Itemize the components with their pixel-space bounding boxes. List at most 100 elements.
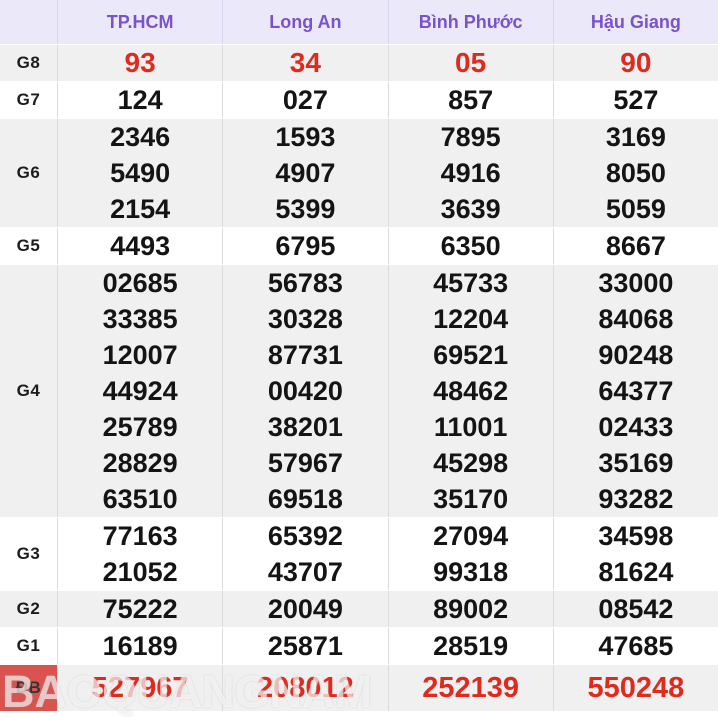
prize-cell-g4-col2: 56783 30328 87731 00420 38201 57967 69518 (222, 265, 387, 517)
number-value: 84068 (598, 304, 674, 334)
number-value: 12007 (102, 340, 178, 370)
prize-cell-g1-col1: 16189 (57, 628, 222, 664)
prize-row-g4: G4 02685 33385 12007 44924 25789 28829 63510 567… (0, 264, 718, 517)
number-value: 69521 (433, 340, 509, 370)
prize-cell-g6-col4: 3169 8050 5059 (552, 119, 718, 227)
number-value: 6350 (440, 231, 501, 261)
number-value: 4916 (440, 158, 501, 188)
prize-cell-db-col1: 527967 (57, 665, 222, 711)
number-value: 44924 (102, 376, 178, 406)
number-value: 90248 (598, 340, 674, 370)
number-value: 48462 (433, 376, 509, 406)
number-value: 38201 (267, 412, 343, 442)
number-value: 5399 (275, 194, 336, 224)
prize-label-g5: G5 (16, 236, 41, 255)
prize-cell-g7-col1: 124 (57, 82, 222, 118)
number-value: 527967 (91, 672, 189, 704)
prize-cell-db-col2: 208012 (222, 665, 387, 711)
number-value: 16189 (102, 631, 178, 661)
number-value: 75222 (102, 594, 178, 624)
number-value: 7895 (440, 122, 501, 152)
number-value: 3169 (605, 122, 666, 152)
prize-row-db: ĐB 527967 208012 252139 550248 (0, 664, 718, 711)
column-header-hau-giang: Hậu Giang (552, 0, 718, 44)
prize-cell-db-col4: 550248 (552, 665, 718, 711)
number-value: 208012 (256, 672, 354, 704)
prize-cell-g6-col2: 1593 4907 5399 (222, 119, 387, 227)
prize-cell-g8-col1: 93 (57, 45, 222, 81)
number-value: 6795 (275, 231, 336, 261)
prize-cell-g3-col1: 77163 21052 (57, 518, 222, 590)
prize-cell-g5-col3: 6350 (387, 228, 553, 264)
prize-cell-g4-col4: 33000 84068 90248 64377 02433 35169 93282 (552, 265, 718, 517)
number-value: 8667 (605, 231, 666, 261)
number-value: 81624 (598, 557, 674, 587)
prize-label-g7: G7 (16, 90, 41, 109)
corner-cell (0, 0, 57, 44)
number-value: 2346 (110, 122, 171, 152)
number-value: 28829 (102, 448, 178, 478)
prize-label-db: ĐB (0, 665, 57, 711)
number-value: 25789 (102, 412, 178, 442)
prize-cell-g7-col3: 857 (387, 82, 553, 118)
prize-label-g6: G6 (16, 163, 41, 182)
number-value: 34598 (598, 521, 674, 551)
prize-cell-g4-col3: 45733 12204 69521 48462 11001 45298 35170 (387, 265, 553, 517)
column-header-long-an: Long An (222, 0, 387, 44)
number-value: 25871 (267, 631, 343, 661)
prize-row-g3: G3 77163 21052 65392 43707 27094 99318 34598 816… (0, 517, 718, 590)
number-value: 35170 (433, 484, 509, 514)
prize-cell-g2-col3: 89002 (387, 591, 553, 627)
prize-cell-g8-col2: 34 (222, 45, 387, 81)
prize-cell-g3-col3: 27094 99318 (387, 518, 553, 590)
number-value: 34 (289, 47, 321, 78)
number-value: 63510 (102, 484, 178, 514)
number-value: 93 (124, 47, 156, 78)
prize-cell-g2-col2: 20049 (222, 591, 387, 627)
number-value: 12204 (433, 304, 509, 334)
number-value: 00420 (267, 376, 343, 406)
number-value: 57967 (267, 448, 343, 478)
prize-cell-g3-col4: 34598 81624 (552, 518, 718, 590)
column-header-binh-phuoc: Bình Phước (387, 0, 553, 44)
prize-cell-g6-col1: 2346 5490 2154 (57, 119, 222, 227)
number-value: 64377 (598, 376, 674, 406)
number-value: 47685 (598, 631, 674, 661)
number-value: 43707 (267, 557, 343, 587)
column-header-tphcm: TP.HCM (57, 0, 222, 44)
number-value: 21052 (102, 557, 178, 587)
number-value: 45298 (433, 448, 509, 478)
number-value: 56783 (267, 268, 343, 298)
prize-cell-g2-col1: 75222 (57, 591, 222, 627)
prize-cell-g3-col2: 65392 43707 (222, 518, 387, 590)
prize-cell-g5-col2: 6795 (222, 228, 387, 264)
prize-label-g1: G1 (16, 636, 41, 655)
prize-row-g5: G5 4493 6795 6350 8667 (0, 227, 718, 264)
number-value: 27094 (433, 521, 509, 551)
prize-cell-g1-col3: 28519 (387, 628, 553, 664)
number-value: 35169 (598, 448, 674, 478)
number-value: 3639 (440, 194, 501, 224)
prize-cell-g5-col1: 4493 (57, 228, 222, 264)
number-value: 4493 (110, 231, 171, 261)
number-value: 027 (282, 85, 328, 115)
number-value: 02433 (598, 412, 674, 442)
table-header-row: TP.HCM Long An Bình Phước Hậu Giang (0, 0, 718, 44)
prize-label-g3: G3 (16, 544, 41, 563)
number-value: 02685 (102, 268, 178, 298)
prize-cell-g7-col4: 527 (552, 82, 718, 118)
prize-cell-g7-col2: 027 (222, 82, 387, 118)
prize-row-g1: G1 16189 25871 28519 47685 (0, 627, 718, 664)
number-value: 1593 (275, 122, 336, 152)
prize-label-g4: G4 (16, 381, 41, 400)
number-value: 89002 (433, 594, 509, 624)
number-value: 857 (448, 85, 494, 115)
number-value: 28519 (433, 631, 509, 661)
number-value: 05 (455, 47, 487, 78)
prize-cell-g6-col3: 7895 4916 3639 (387, 119, 553, 227)
prize-cell-g8-col3: 05 (387, 45, 553, 81)
number-value: 124 (117, 85, 163, 115)
number-value: 33385 (102, 304, 178, 334)
number-value: 45733 (433, 268, 509, 298)
